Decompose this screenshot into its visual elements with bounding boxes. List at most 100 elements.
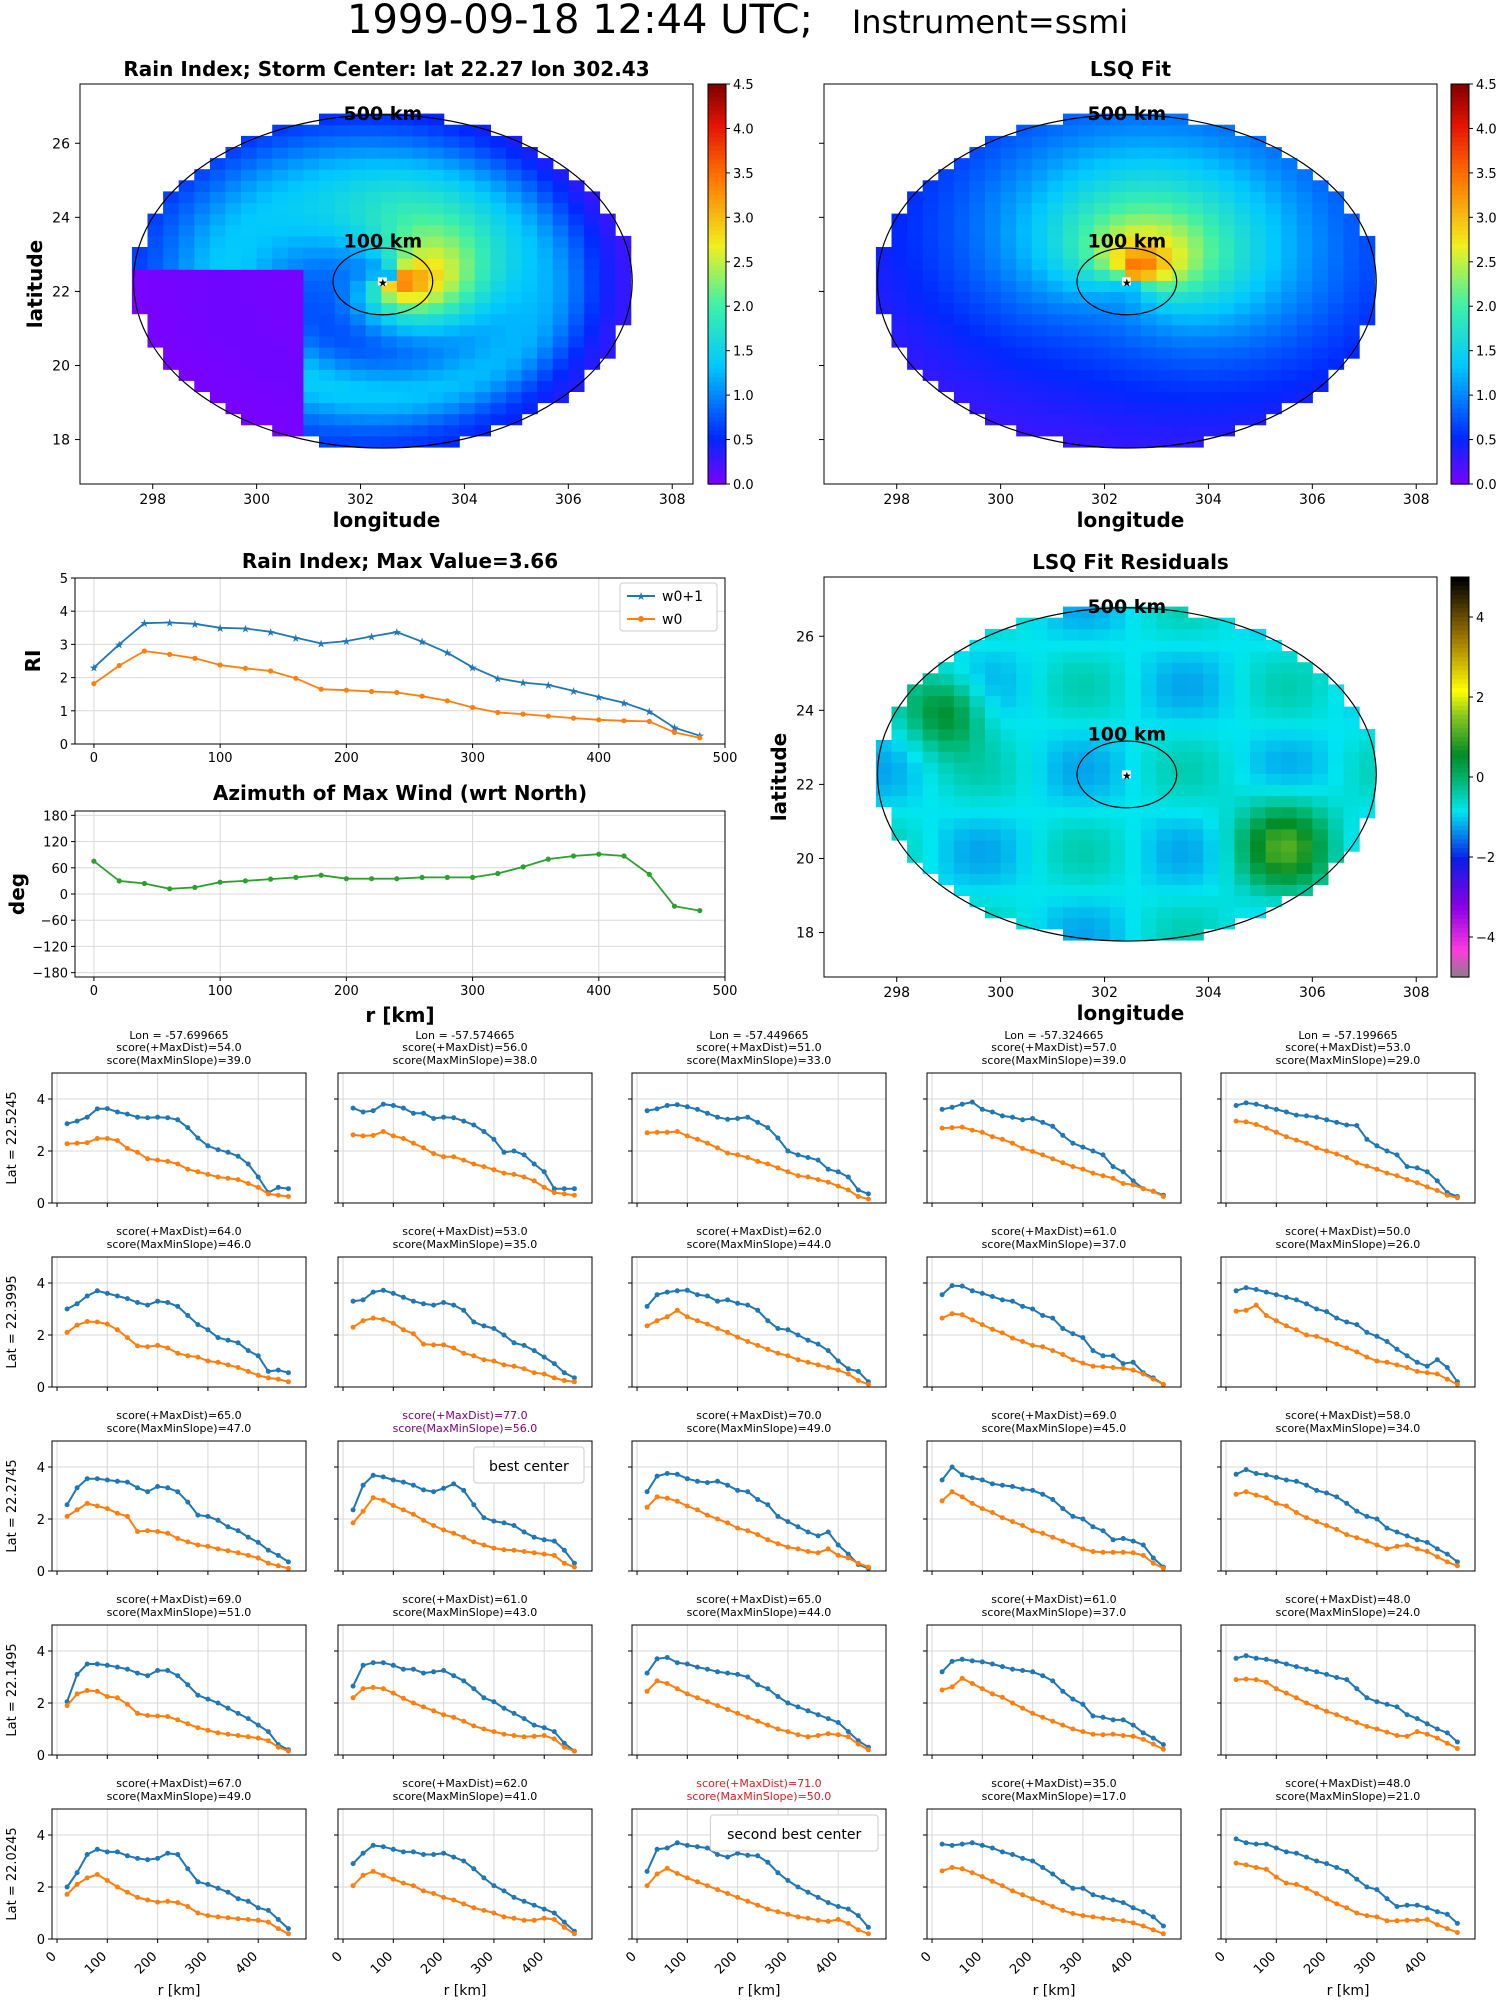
data-point (715, 1852, 720, 1857)
data-point (969, 1870, 975, 1876)
data-point (1263, 1104, 1269, 1110)
map-cell (256, 202, 273, 215)
map-cell (1063, 773, 1080, 785)
map-cell (1172, 817, 1189, 830)
map-cell (1281, 235, 1298, 248)
map-cell (443, 402, 460, 415)
map-cell (1000, 717, 1017, 730)
data-point (1304, 1332, 1309, 1338)
map-cell (225, 369, 242, 381)
map-cell (1078, 928, 1095, 941)
data-point (1120, 1169, 1126, 1175)
data-point (114, 1510, 120, 1516)
colorbar-band (1451, 164, 1469, 170)
map-cell (1094, 906, 1111, 919)
map-cell (537, 202, 554, 215)
map-cell (1078, 124, 1095, 137)
map-cell (1078, 673, 1095, 685)
data-point (1444, 1926, 1450, 1932)
map-cell (287, 247, 304, 259)
xtick-label: 200 (334, 984, 359, 999)
map-cell (1203, 828, 1220, 841)
map-cell (443, 247, 460, 259)
map-cell (1125, 895, 1142, 908)
map-cell (1218, 673, 1235, 685)
map-cell (272, 424, 289, 437)
map-cell (985, 773, 1002, 785)
colorbar-band (1451, 825, 1469, 831)
data-point (1273, 1318, 1279, 1324)
data-point (674, 1498, 680, 1504)
map-cell (891, 717, 908, 730)
map-cell (490, 369, 507, 381)
map-cell (1094, 269, 1111, 281)
data-point (531, 1917, 537, 1923)
data-point (775, 1513, 781, 1519)
map-cell (350, 135, 367, 148)
data-point (1434, 1909, 1440, 1915)
map-cell (1016, 617, 1033, 630)
map-cell (1031, 213, 1048, 226)
map-cell (891, 324, 908, 337)
map-cell (1047, 258, 1064, 270)
colorbar-band (708, 470, 726, 476)
plot-bg (338, 1073, 592, 1203)
map-cell (1063, 917, 1080, 930)
score-maxminslope: score(MaxMinSlope)=41.0 (393, 1790, 538, 1803)
map-cell (1078, 269, 1095, 281)
map-cell (412, 335, 429, 348)
map-cell (1094, 335, 1111, 348)
map-cell (1063, 895, 1080, 908)
map-cell (209, 258, 227, 270)
map-cell (1094, 380, 1111, 392)
map-cell (1296, 751, 1313, 763)
map-cell (1156, 380, 1173, 392)
data-point (570, 853, 577, 859)
map-cell (985, 784, 1002, 797)
data-point (205, 1913, 211, 1919)
data-point (865, 1196, 871, 1202)
data-point (1010, 1852, 1015, 1857)
map-cell (287, 191, 304, 204)
rain-index-map-frame (79, 83, 694, 485)
data-point (245, 1716, 251, 1722)
map-cell (1000, 191, 1017, 204)
colorbar-band (1451, 319, 1469, 325)
data-point (845, 1174, 851, 1180)
map-cell (1140, 651, 1158, 663)
map-cell (938, 335, 955, 348)
data-point (1364, 1329, 1370, 1335)
data-point (1263, 1472, 1269, 1478)
map-cell (1265, 313, 1282, 326)
map-cell (922, 695, 939, 708)
map-cell (1063, 928, 1080, 941)
data-point (205, 1358, 211, 1364)
map-cell (615, 235, 632, 248)
data-point (235, 1528, 241, 1534)
map-cell (1218, 873, 1235, 885)
data-point (245, 1348, 251, 1354)
map-cell (474, 247, 491, 259)
map-cell (1156, 884, 1173, 897)
data-point (421, 1487, 426, 1493)
map-cell (875, 784, 893, 797)
map-cell (1296, 828, 1313, 841)
data-point (124, 1335, 130, 1341)
map-cell (365, 424, 382, 437)
colorbar-band (1451, 910, 1469, 916)
map-cell (1125, 762, 1142, 774)
map-cell (428, 302, 445, 315)
map-cell (1094, 895, 1111, 908)
data-point (1374, 1333, 1380, 1339)
map-cell (1296, 358, 1313, 370)
data-point (654, 1656, 660, 1662)
map-cell (1265, 740, 1282, 752)
map-cell (1047, 806, 1064, 819)
map-cell (428, 358, 445, 370)
map-cell (1109, 135, 1126, 148)
map-cell (1000, 358, 1017, 370)
map-cell (1172, 191, 1189, 204)
map-cell (969, 258, 986, 270)
data-point (1060, 1506, 1066, 1512)
